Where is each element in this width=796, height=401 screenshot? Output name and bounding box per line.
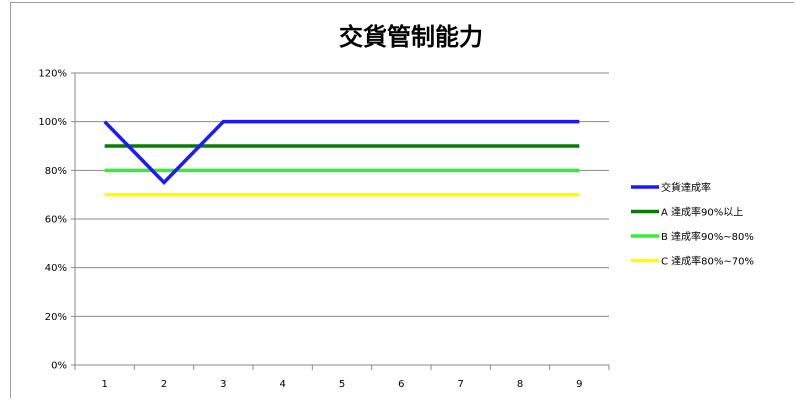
- x-tick-label: 5: [339, 379, 345, 390]
- axes: 0% 20% 40% 60% 80% 100% 120% 1 2 3 4 5 6 7 8 9: [38, 69, 610, 390]
- x-tick-label: 4: [279, 379, 285, 390]
- legend-item: B 達成率90%~80%: [631, 230, 754, 243]
- legend: 交貨達成率 A 達成率90%以上 B 達成率90%~80% C 達成率80%~70%: [631, 181, 754, 268]
- x-tick-label: 2: [161, 379, 167, 390]
- y-tick-label: 120%: [38, 69, 67, 80]
- legend-item: A 達成率90%以上: [631, 206, 743, 219]
- y-tick-label: 20%: [45, 312, 67, 323]
- legend-item: C 達成率80%~70%: [631, 255, 754, 268]
- series-line-0: [103, 119, 580, 186]
- legend-label: B 達成率90%~80%: [661, 230, 754, 243]
- y-tick-label: 100%: [38, 117, 67, 128]
- legend-item: 交貨達成率: [631, 181, 711, 194]
- x-tick-label: 9: [576, 379, 582, 390]
- legend-label: 交貨達成率: [661, 181, 711, 194]
- legend-label: A 達成率90%以上: [661, 206, 743, 219]
- x-tick-label: 3: [220, 379, 226, 390]
- chart-title: 交貨管制能力: [339, 23, 483, 51]
- x-tick-label: 7: [457, 379, 463, 390]
- x-tick-label: 8: [517, 379, 523, 390]
- chart-frame: 交貨管制能力 0% 20% 40% 60% 80% 100% 120% 1 2 3 4 5 6 7 8 9 交…: [10, 2, 794, 398]
- y-tick-label: 60%: [45, 215, 67, 226]
- x-tick-label: 1: [101, 379, 107, 390]
- legend-label: C 達成率80%~70%: [661, 255, 754, 268]
- line-chart: 交貨管制能力 0% 20% 40% 60% 80% 100% 120% 1 2 3 4 5 6 7 8 9 交…: [38, 23, 754, 390]
- x-tick-label: 6: [398, 379, 404, 390]
- y-tick-label: 80%: [45, 166, 67, 177]
- series-lines: [103, 119, 580, 197]
- y-tick-label: 40%: [45, 263, 67, 274]
- y-tick-label: 0%: [51, 361, 67, 372]
